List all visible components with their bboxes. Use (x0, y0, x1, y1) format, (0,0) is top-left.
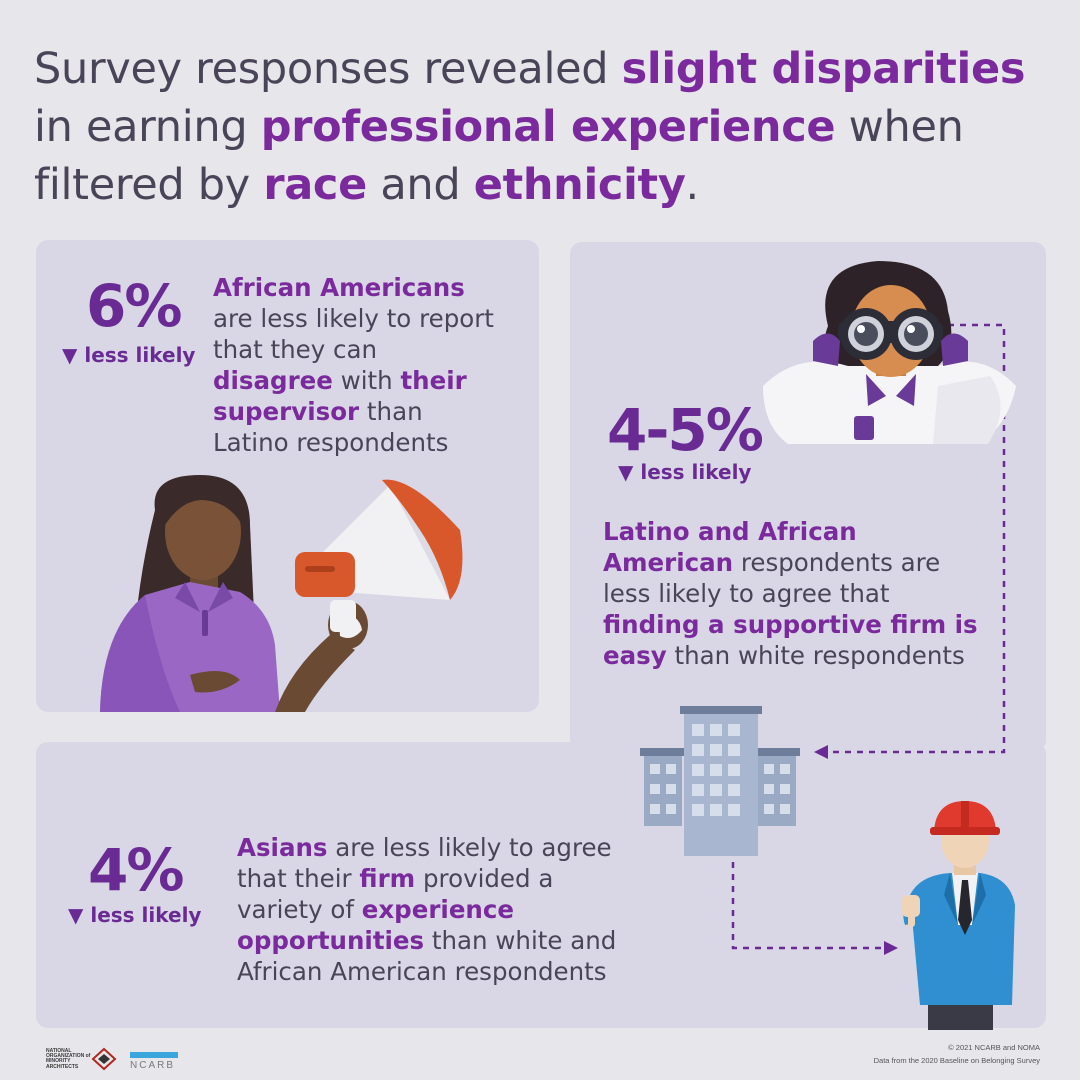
stat-number-4-5: 4-5% (607, 396, 764, 464)
stat-number-6: 6% (86, 272, 182, 340)
stat-description-asian: Asians are less likely to agree that the… (237, 833, 617, 986)
ncarb-logo: NCARB (130, 1052, 178, 1074)
panel-latino (570, 242, 1046, 752)
headline: Survey responses revealed slight dispari… (34, 44, 1026, 210)
noma-logo-text: NATIONAL ORGANIZATION of MINORITY ARCHIT… (46, 1048, 91, 1070)
man-thumbs-down-icon (902, 801, 1015, 1030)
stat-less-likely-label: ▼ less likely (618, 460, 752, 484)
woman-with-binoculars-icon (763, 261, 1016, 444)
stat-description-african-american: African Americans are less likely to rep… (213, 273, 494, 457)
panel-asian (36, 742, 1046, 1028)
footer-source: Data from the 2020 Baseline on Belonging… (873, 1056, 1040, 1065)
footer-copyright: © 2021 NCARB and NOMA (948, 1043, 1040, 1052)
stat-description-latino: Latino and African American respondents … (603, 517, 978, 670)
stat-number-4: 4% (88, 836, 184, 904)
woman-with-megaphone-icon (100, 475, 463, 712)
noma-logo: NATIONAL ORGANIZATION of MINORITY ARCHIT… (46, 1047, 118, 1071)
ncarb-logo-text: NCARB (130, 1060, 176, 1071)
noma-emblem-icon (91, 1047, 117, 1071)
stat-less-likely-label: ▼ less likely (68, 903, 202, 927)
stat-less-likely-label: ▼ less likely (62, 343, 196, 367)
office-building-icon (640, 706, 800, 856)
